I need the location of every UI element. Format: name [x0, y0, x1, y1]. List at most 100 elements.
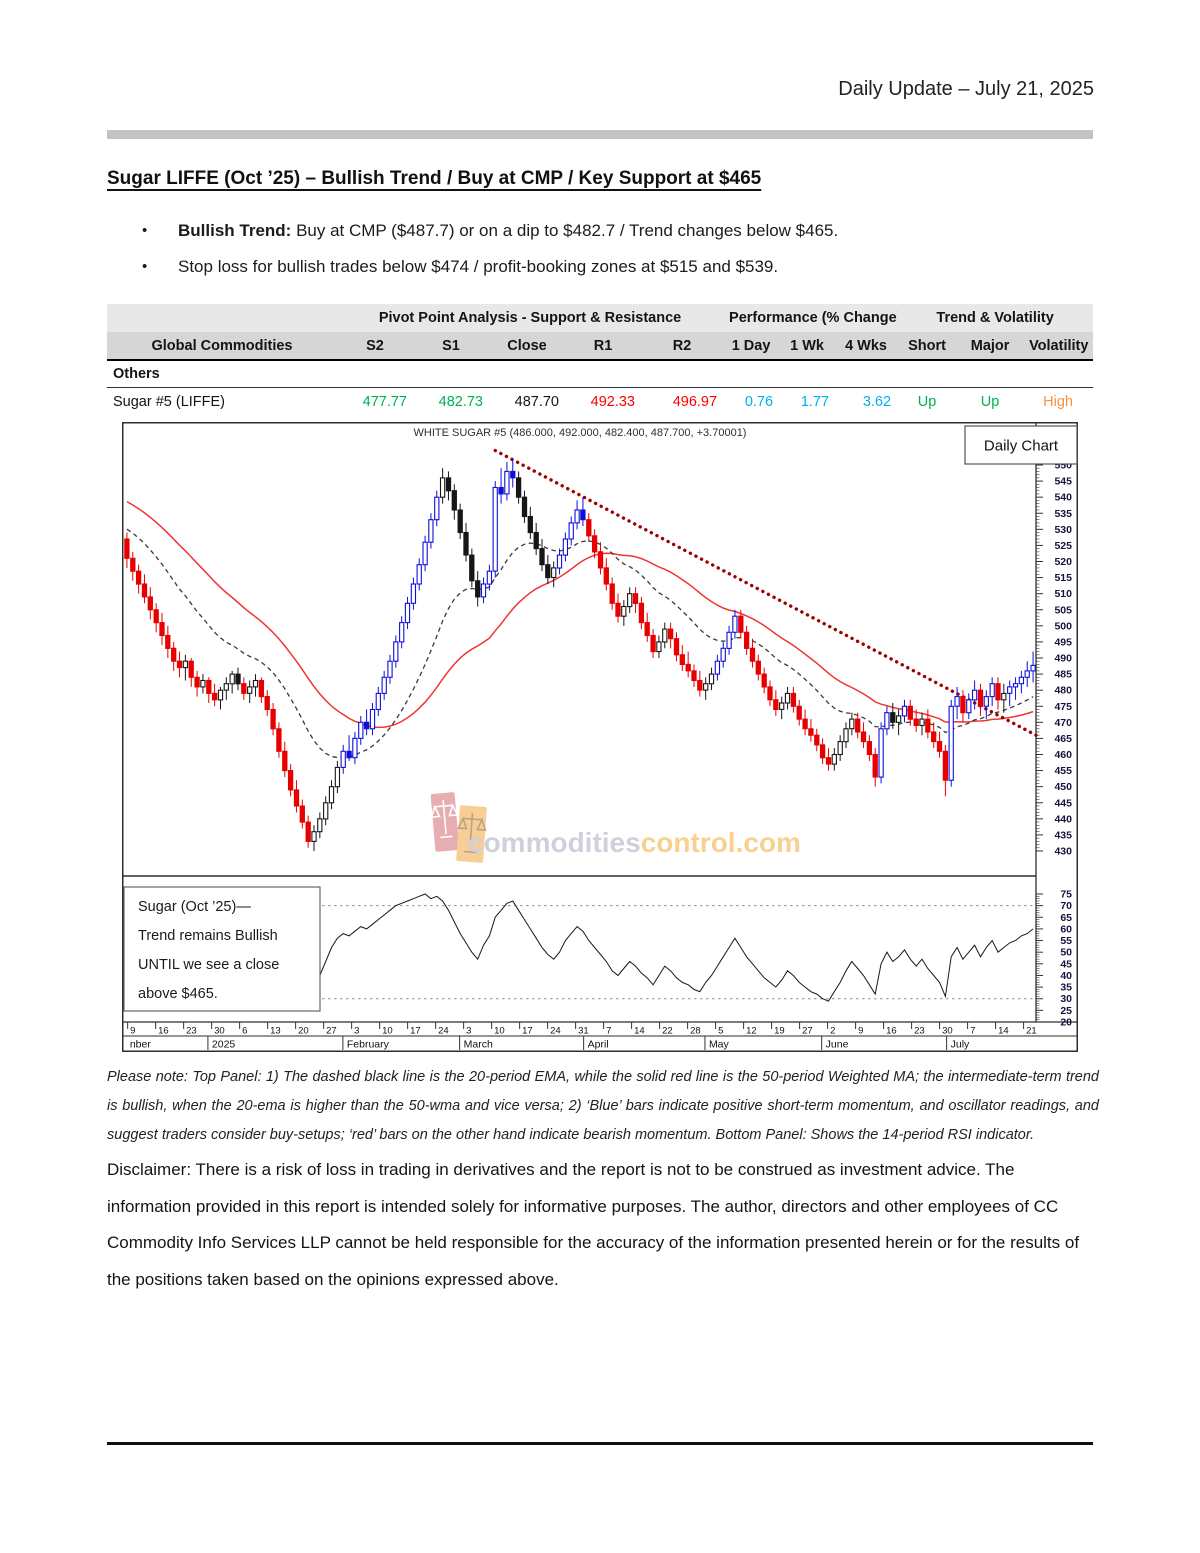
- svg-text:21: 21: [1026, 1026, 1037, 1037]
- svg-text:9: 9: [858, 1026, 863, 1037]
- svg-text:30: 30: [1060, 993, 1072, 1005]
- svg-text:525: 525: [1054, 540, 1072, 552]
- svg-text:435: 435: [1054, 829, 1072, 841]
- col-4wks: 4 Wks: [835, 332, 898, 360]
- svg-text:60: 60: [1060, 923, 1072, 935]
- chart-footnote: Please note: Top Panel: 1) The dashed bl…: [107, 1069, 1099, 1143]
- svg-text:510: 510: [1054, 588, 1072, 600]
- svg-text:35: 35: [1060, 982, 1072, 994]
- table-group-header-row: Pivot Point Analysis - Support & Resista…: [107, 304, 1094, 332]
- svg-text:430: 430: [1054, 846, 1072, 858]
- col-close: Close: [489, 332, 565, 360]
- svg-text:May: May: [709, 1039, 730, 1051]
- col-major: Major: [957, 332, 1024, 360]
- svg-text:10: 10: [494, 1026, 505, 1037]
- col-r1: R1: [565, 332, 641, 360]
- svg-text:505: 505: [1054, 604, 1072, 616]
- svg-text:24: 24: [438, 1026, 449, 1037]
- bullet-item: • Stop loss for bullish trades below $47…: [142, 256, 1082, 278]
- col-short: Short: [897, 332, 958, 360]
- summary-bullets: • Bullish Trend: Buy at CMP ($487.7) or …: [142, 220, 1082, 292]
- svg-text:480: 480: [1054, 685, 1072, 697]
- cell-1day: 0.76: [744, 394, 774, 410]
- price-chart-svg: commoditiescontrol.com 430435440445450455…: [122, 422, 1078, 1052]
- svg-text:45: 45: [1060, 958, 1072, 970]
- svg-text:23: 23: [914, 1026, 925, 1037]
- svg-text:17: 17: [410, 1026, 421, 1037]
- svg-text:65: 65: [1060, 912, 1072, 924]
- svg-text:520: 520: [1054, 556, 1072, 568]
- svg-text:495: 495: [1054, 636, 1072, 648]
- group-header-pivot: Pivot Point Analysis - Support & Resista…: [337, 304, 724, 332]
- svg-text:450: 450: [1054, 781, 1072, 793]
- svg-text:20: 20: [1060, 1017, 1072, 1029]
- svg-text:485: 485: [1054, 669, 1072, 681]
- svg-text:30: 30: [942, 1026, 953, 1037]
- svg-text:3: 3: [354, 1026, 359, 1037]
- svg-text:455: 455: [1054, 765, 1072, 777]
- svg-text:above $465.: above $465.: [138, 986, 218, 1002]
- svg-text:445: 445: [1054, 797, 1072, 809]
- svg-text:Daily Chart: Daily Chart: [984, 438, 1059, 455]
- svg-text:14: 14: [998, 1026, 1009, 1037]
- svg-text:10: 10: [382, 1026, 393, 1037]
- svg-text:17: 17: [522, 1026, 533, 1037]
- svg-text:470: 470: [1054, 717, 1072, 729]
- bullet-lead: Bullish Trend:: [178, 221, 292, 240]
- col-volatility: Volatility: [1023, 332, 1094, 360]
- svg-text:22: 22: [662, 1026, 673, 1037]
- svg-text:nber: nber: [130, 1039, 152, 1051]
- group-header-spacer: [107, 304, 337, 332]
- svg-text:70: 70: [1060, 900, 1072, 912]
- svg-text:515: 515: [1054, 572, 1072, 584]
- svg-text:535: 535: [1054, 508, 1072, 520]
- col-r2: R2: [641, 332, 724, 360]
- col-1day: 1 Day: [723, 332, 780, 360]
- svg-text:12: 12: [746, 1026, 757, 1037]
- cell-volatility: High: [1043, 394, 1073, 410]
- svg-text:55: 55: [1060, 935, 1072, 947]
- svg-text:20: 20: [298, 1026, 309, 1037]
- svg-text:UNTIL we see a close: UNTIL we see a close: [138, 957, 279, 973]
- col-s1: S1: [413, 332, 489, 360]
- disclaimer-text: Disclaimer: There is a risk of loss in t…: [107, 1160, 1080, 1289]
- pivot-table: Pivot Point Analysis - Support & Resista…: [107, 304, 1094, 416]
- cell-1wk: 1.77: [800, 394, 830, 410]
- bullet-marker: •: [142, 258, 148, 275]
- svg-text:530: 530: [1054, 524, 1072, 536]
- svg-text:6: 6: [242, 1026, 247, 1037]
- svg-text:475: 475: [1054, 701, 1072, 713]
- svg-text:3: 3: [466, 1026, 471, 1037]
- svg-text:25: 25: [1060, 1005, 1072, 1017]
- svg-text:April: April: [588, 1039, 609, 1051]
- svg-text:545: 545: [1054, 476, 1072, 488]
- svg-text:24: 24: [550, 1026, 561, 1037]
- svg-text:9: 9: [130, 1026, 135, 1037]
- svg-text:July: July: [951, 1039, 970, 1051]
- svg-text:40: 40: [1060, 970, 1072, 982]
- section-label: Others: [107, 360, 1094, 388]
- daily-chart-image: commoditiescontrol.com 430 435 440 445 450 455…: [122, 422, 1078, 1052]
- table-section-row: Others: [107, 360, 1094, 388]
- svg-text:16: 16: [886, 1026, 897, 1037]
- svg-text:27: 27: [326, 1026, 337, 1037]
- cell-close: 487.70: [514, 394, 559, 410]
- svg-text:540: 540: [1054, 492, 1072, 504]
- bullet-text: Stop loss for bullish trades below $474 …: [178, 257, 779, 276]
- svg-text:27: 27: [802, 1026, 813, 1037]
- table-column-header-row: Global Commodities S2 S1 Close R1 R2 1 D…: [107, 332, 1094, 360]
- svg-text:16: 16: [158, 1026, 169, 1037]
- svg-text:28: 28: [690, 1026, 701, 1037]
- svg-text:75: 75: [1060, 889, 1072, 901]
- svg-text:30: 30: [214, 1026, 225, 1037]
- svg-text:19: 19: [774, 1026, 785, 1037]
- svg-text:2: 2: [830, 1026, 835, 1037]
- svg-text:440: 440: [1054, 813, 1072, 825]
- svg-text:Sugar (Oct ’25)—: Sugar (Oct ’25)—: [138, 899, 251, 915]
- col-s2: S2: [337, 332, 413, 360]
- svg-text:Trend remains Bullish: Trend remains Bullish: [138, 928, 278, 944]
- svg-text:5: 5: [718, 1026, 723, 1037]
- page-title: Sugar LIFFE (Oct ’25) – Bullish Trend / …: [107, 168, 762, 189]
- col-1wk: 1 Wk: [779, 332, 836, 360]
